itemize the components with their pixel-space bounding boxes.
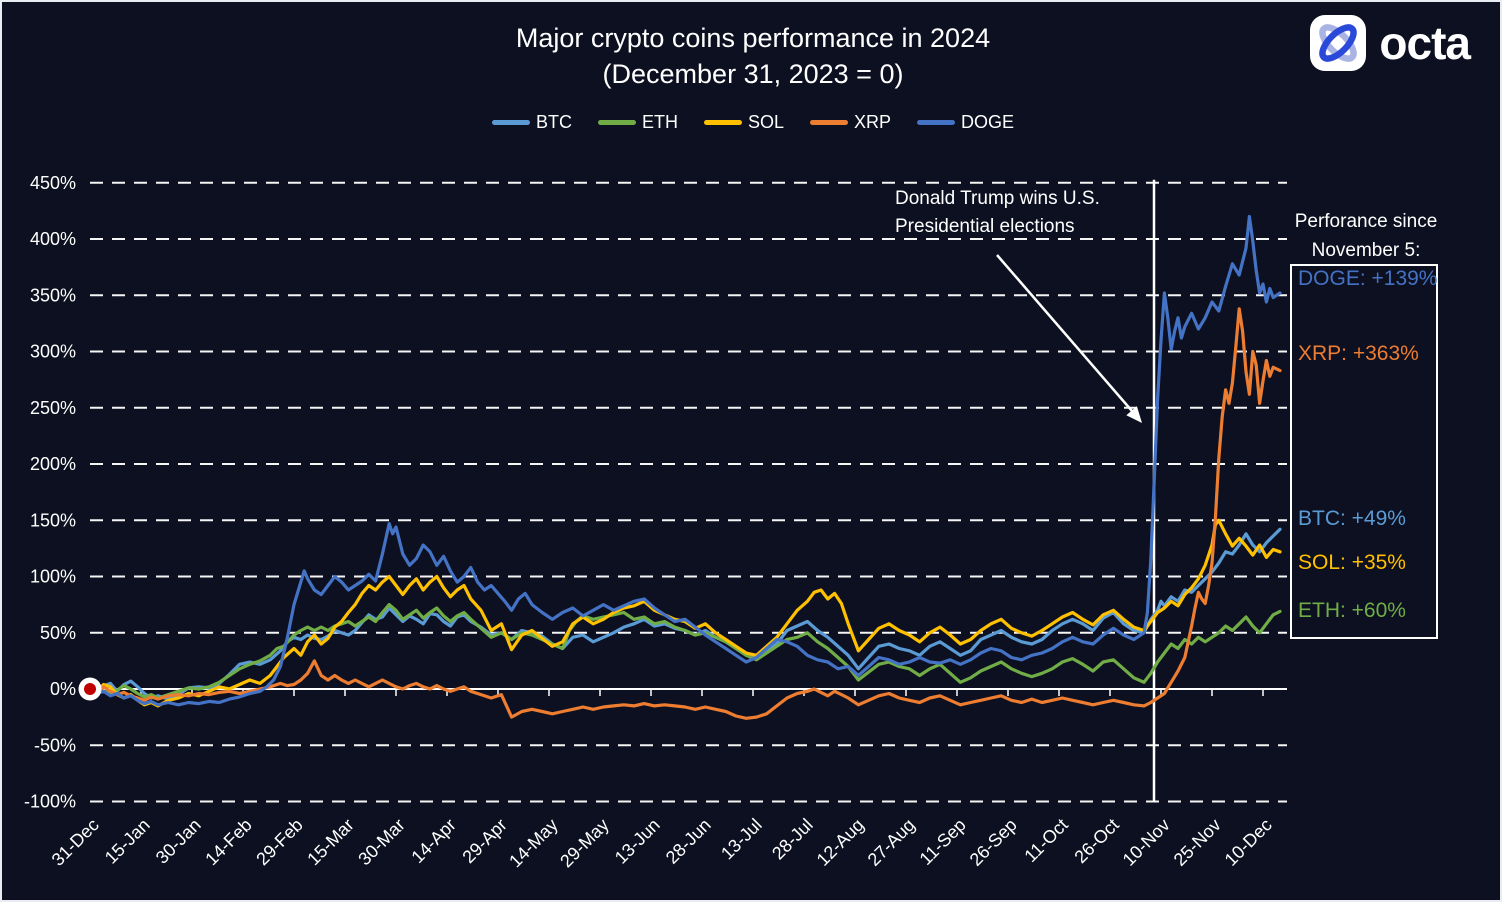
performance-box (1290, 264, 1438, 639)
x-tick-label: 14-Apr (407, 815, 459, 867)
x-tick-label: 10-Nov (1119, 815, 1174, 870)
x-tick-label: 31-Dec (48, 815, 103, 870)
x-tick-label: 29-May (556, 815, 613, 872)
octa-logo: octa (1309, 14, 1471, 72)
x-tick-label: 28-Jul (768, 815, 817, 864)
page-subtitle: (December 31, 2023 = 0) (602, 59, 904, 89)
annotation-arrowhead-icon (1126, 406, 1142, 423)
page-title: Major crypto coins performance in 2024 (515, 23, 991, 53)
y-tick-label: -50% (34, 735, 76, 755)
x-tick-label: 25-Nov (1170, 815, 1225, 870)
eth-line-swatch-icon (597, 120, 636, 125)
y-tick-label: 350% (30, 285, 76, 305)
y-tick-label: 300% (30, 342, 76, 362)
y-tick-label: 200% (30, 454, 76, 474)
y-tick-label: 0% (50, 679, 76, 699)
legend-item-eth: ETH (597, 112, 678, 133)
performance-entry-eth: ETH: +60% (1298, 599, 1406, 622)
x-tick-label: 29-Apr (458, 815, 510, 867)
series-line-eth (88, 602, 1282, 700)
series-line-doge (88, 214, 1282, 707)
sol-line-swatch-icon (703, 120, 742, 125)
x-tick-label: 14-May (505, 815, 562, 872)
performance-entry-btc: BTC: +49% (1298, 507, 1406, 530)
series-line-btc (88, 527, 1282, 701)
performance-entry-doge: DOGE: +139% (1298, 267, 1438, 290)
series-line-xrp (88, 307, 1282, 720)
legend-item-xrp: XRP (810, 112, 891, 133)
x-tick-label: 30-Mar (354, 815, 408, 869)
x-tick-label: 11-Sep (916, 815, 970, 869)
chart-legend: BTC ETH SOL XRP DOGE (2, 112, 1500, 133)
x-tick-label: 14-Feb (201, 815, 255, 869)
y-tick-label: 400% (30, 229, 76, 249)
performance-since-title-line1: Perforance since (1294, 211, 1438, 232)
y-tick-label: 100% (30, 567, 76, 587)
y-tick-label: 50% (40, 623, 76, 643)
x-tick-label: 30-Jan (152, 815, 205, 868)
x-tick-label: 13-Jul (717, 815, 766, 864)
x-tick-label: 11-Oct (1020, 815, 1071, 866)
x-tick-label: 13-Jun (611, 815, 664, 868)
series-line-sol (88, 518, 1282, 708)
legend-label: SOL (747, 112, 784, 132)
x-tick-label: 29-Feb (252, 815, 306, 869)
legend-item-sol: SOL (703, 112, 784, 133)
octa-logo-wordmark: octa (1379, 17, 1471, 69)
xrp-line-swatch-icon (810, 120, 848, 125)
y-tick-label: 250% (30, 398, 76, 418)
performance-since-title-line2: November 5: (1311, 240, 1421, 261)
octa-logo-icon (1310, 15, 1367, 71)
x-tick-label: 27-Aug (864, 815, 919, 870)
doge-line-swatch-icon (917, 120, 956, 125)
event-annotation: Donald Trump wins U.S. Presidential elec… (895, 185, 1100, 241)
x-tick-label: 26-Oct (1070, 815, 1122, 867)
x-tick-label: 28-Jun (662, 815, 715, 868)
annotation-arrow-line (996, 254, 1133, 412)
title-block: Major crypto coins performance in 2024 (… (2, 20, 1500, 92)
x-tick-label: 10-Dec (1221, 815, 1276, 870)
legend-item-doge: DOGE (917, 112, 1014, 133)
legend-item-btc: BTC (491, 112, 572, 133)
y-tick-label: 450% (30, 173, 76, 193)
y-tick-label: -100% (24, 792, 76, 812)
event-annotation-line1: Donald Trump wins U.S. (895, 188, 1100, 209)
legend-label: DOGE (961, 112, 1015, 132)
btc-line-swatch-icon (491, 120, 530, 125)
performance-entry-xrp: XRP: +363% (1298, 342, 1419, 365)
start-marker-inner (84, 683, 96, 695)
y-tick-label: 150% (30, 510, 76, 530)
x-tick-label: 15-Jan (101, 815, 154, 868)
legend-label: ETH (641, 112, 678, 132)
event-annotation-line2: Presidential elections (895, 216, 1075, 237)
performance-entry-sol: SOL: +35% (1298, 551, 1406, 574)
x-tick-label: 15-Mar (303, 815, 357, 869)
legend-label: XRP (854, 112, 892, 132)
legend-label: BTC (535, 112, 572, 132)
x-tick-label: 26-Sep (966, 815, 1021, 870)
x-tick-label: 12-Aug (813, 815, 868, 870)
performance-since-title: Perforance since November 5: (1290, 207, 1442, 265)
